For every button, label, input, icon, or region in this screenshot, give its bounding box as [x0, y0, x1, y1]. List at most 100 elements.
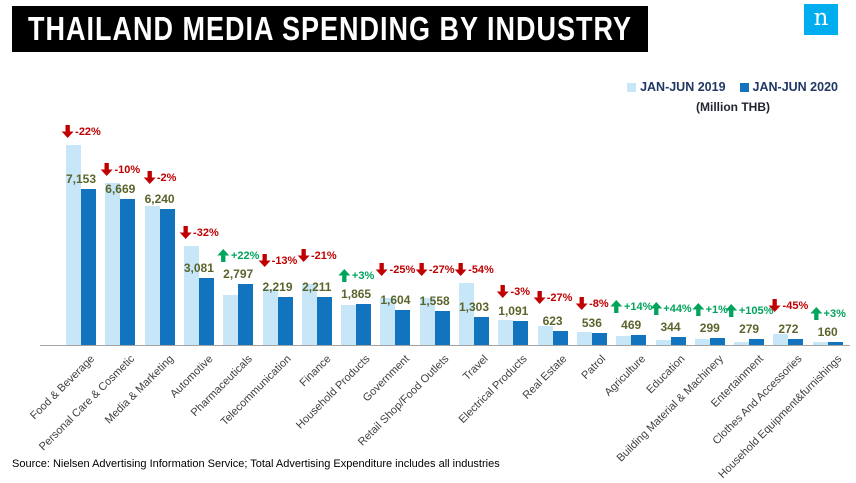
bar-2020: [827, 342, 843, 345]
pct-change-text: +105%: [738, 304, 774, 317]
pct-change-text: -27%: [546, 291, 573, 304]
pct-change-label: -54%: [454, 263, 494, 276]
bar-2019: [144, 206, 160, 345]
pct-change-text: -45%: [782, 299, 809, 312]
bar-2019: [105, 183, 121, 345]
arrow-down-icon: [143, 171, 156, 184]
bar-2020: [552, 331, 568, 345]
value-label-2020: 536: [581, 316, 602, 330]
pct-change-text: -32%: [193, 226, 219, 239]
bar-2020: [709, 338, 725, 345]
legend-swatch-2019-icon: [627, 82, 637, 92]
bar-2019: [694, 339, 710, 345]
category-label: Travel: [460, 353, 491, 383]
bar-2019: [616, 336, 632, 345]
value-label-2020: 160: [817, 325, 838, 339]
arrow-down-icon: [100, 163, 113, 176]
value-label-2020: 2,797: [223, 267, 254, 281]
legend-item-2019: JAN-JUN 2019: [627, 80, 726, 94]
bar-2019: [341, 305, 357, 345]
bar-2019: [66, 145, 81, 345]
bar-2019: [262, 289, 278, 345]
bar-2019: [459, 283, 474, 345]
category-label: Finance: [297, 353, 334, 390]
arrow-down-icon: [258, 254, 271, 267]
bar-2019: [223, 295, 239, 345]
category-label: Household Products: [294, 353, 373, 432]
pct-change-label: -8%: [575, 297, 609, 310]
pct-change-text: -21%: [310, 249, 337, 262]
arrow-down-icon: [769, 299, 782, 312]
bar-2020: [238, 284, 254, 345]
pct-change-label: -13%: [258, 254, 297, 267]
value-label-2020: 2,219: [262, 280, 293, 294]
legend-unit: (Million THB): [696, 100, 770, 114]
bar-2020: [198, 278, 214, 345]
legend-label-2020: JAN-JUN 2020: [752, 80, 838, 94]
value-label-2020: 3,081: [183, 261, 214, 275]
bar-2019: [183, 246, 199, 345]
bar-2019: [734, 342, 750, 345]
value-label-2020: 299: [699, 321, 720, 335]
bar-2019: [537, 326, 553, 345]
pct-change-label: +105%: [725, 304, 774, 317]
arrow-up-icon: [217, 249, 230, 262]
pct-change-text: +1%: [705, 303, 728, 316]
legend-label-2019: JAN-JUN 2019: [640, 80, 726, 94]
bar-2020: [788, 339, 804, 345]
category-label: Electrical Products: [456, 353, 530, 426]
bar-2020: [316, 297, 332, 345]
bar-2020: [670, 337, 686, 345]
bar-2020: [434, 311, 450, 345]
source-note: Source: Nielsen Advertising Information …: [12, 458, 500, 470]
bar-2019: [655, 340, 671, 345]
legend: JAN-JUN 2019 JAN-JUN 2020: [627, 80, 838, 94]
category-label: Patrol: [579, 353, 609, 382]
category-label: Agriculture: [602, 353, 648, 399]
bar-2020: [631, 335, 647, 345]
value-label-2020: 1,604: [380, 293, 411, 307]
value-label-2020: 7,153: [65, 172, 97, 186]
page-title-text: THAILAND MEDIA SPENDING BY INDUSTRY: [28, 9, 633, 48]
value-label-2020: 623: [542, 314, 563, 328]
value-label-2020: 6,669: [105, 182, 136, 196]
pct-change-label: -32%: [179, 226, 219, 239]
pct-change-label: +3%: [810, 307, 846, 320]
pct-change-text: -54%: [468, 263, 494, 276]
pct-change-text: -25%: [389, 263, 416, 276]
bar-2020: [474, 317, 489, 345]
arrow-down-icon: [415, 263, 428, 276]
bar-2019: [301, 284, 317, 345]
bar-2019: [419, 298, 435, 345]
bar-2020: [81, 189, 96, 345]
legend-swatch-2020-icon: [739, 82, 749, 92]
bar-2019: [380, 298, 396, 345]
arrow-up-icon: [725, 304, 738, 317]
arrow-down-icon: [454, 263, 467, 276]
arrow-up-icon: [649, 302, 662, 315]
value-label-2020: 6,240: [144, 192, 175, 206]
value-label-2020: 469: [621, 318, 642, 332]
pct-change-label: -27%: [415, 263, 455, 276]
value-label-2020: 1,558: [419, 294, 450, 308]
pct-change-text: +22%: [230, 249, 260, 262]
pct-change-text: -3%: [510, 285, 531, 298]
arrow-down-icon: [179, 226, 192, 239]
value-label-2020: 279: [739, 322, 760, 336]
pct-change-text: -10%: [114, 163, 141, 176]
pct-change-text: +3%: [351, 269, 375, 282]
arrow-down-icon: [497, 285, 509, 298]
arrow-down-icon: [297, 249, 310, 262]
pct-change-label: -10%: [100, 163, 140, 176]
bar-2020: [395, 310, 411, 345]
nielsen-logo: n: [804, 4, 838, 35]
pct-change-label: +44%: [649, 302, 692, 315]
pct-change-label: -2%: [143, 171, 176, 184]
bar-2020: [749, 339, 765, 345]
bar-2019: [773, 334, 789, 345]
arrow-down-icon: [61, 125, 74, 138]
category-label: Food & Beverage: [28, 353, 98, 423]
bar-2019: [576, 332, 592, 345]
